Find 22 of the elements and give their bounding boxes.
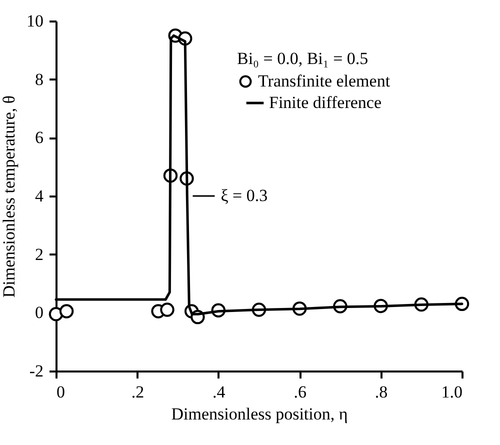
legend-label: Finite difference bbox=[269, 93, 382, 112]
point bbox=[160, 302, 174, 317]
y-axis-title: Dimensionless temperature, θ bbox=[0, 95, 18, 298]
annotation: ξ = 0.3 bbox=[220, 186, 268, 205]
y-tick-label: -2 bbox=[29, 362, 44, 380]
y-tick-label: 2 bbox=[35, 244, 44, 264]
point bbox=[48, 307, 64, 322]
y-tick-label: 6 bbox=[35, 128, 44, 148]
x-tick-label: .4 bbox=[212, 382, 226, 402]
y-tick-label: 10 bbox=[26, 12, 44, 30]
y-tick-label: 4 bbox=[35, 186, 44, 206]
x-tick-label: .6 bbox=[294, 382, 306, 402]
point bbox=[59, 304, 74, 318]
x-tick-label: .2 bbox=[131, 382, 144, 402]
y-tick-label: 0 bbox=[35, 303, 44, 322]
legend-title: Bi₀ = 0.0, Bi₁ = 0.5 bbox=[237, 49, 368, 68]
x-tick-label: .8 bbox=[374, 382, 388, 402]
x-tick-label: 1.0 bbox=[441, 382, 462, 402]
x-axis-title: Dimensionless position, η bbox=[171, 404, 348, 424]
x-tick-label: 0 bbox=[56, 382, 65, 402]
y-tick-label: 8 bbox=[35, 70, 44, 89]
legend-label: Transfinite element bbox=[258, 72, 390, 90]
